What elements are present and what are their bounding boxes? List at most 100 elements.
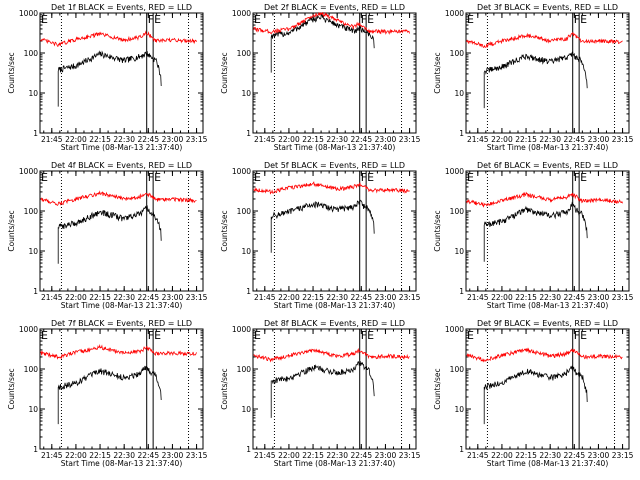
- x-tick-label: 23:00: [375, 451, 397, 460]
- series-events-line: [270, 14, 375, 73]
- x-axis-label: Start Time (08-Mar-13 21:37:40): [487, 301, 609, 310]
- x-tick-label: 21:45: [41, 135, 63, 144]
- panel-title: Det 9f BLACK = Events, RED = LLD: [477, 319, 618, 328]
- y-tick-label: 1000: [19, 167, 38, 176]
- y-axis-label: Counts/sec: [433, 52, 442, 93]
- x-tick-label: 23:15: [399, 135, 421, 144]
- x-tick-label: 22:00: [278, 293, 300, 302]
- marker-label-E: E: [367, 13, 374, 26]
- marker-label-E: E: [154, 13, 161, 26]
- x-tick-label: 22:15: [89, 451, 111, 460]
- plot-frame: [39, 12, 204, 134]
- y-tick-label: 10: [241, 89, 251, 98]
- y-tick-label: 1000: [232, 9, 251, 18]
- x-tick-label: 22:30: [113, 451, 135, 460]
- x-tick-label: 22:15: [302, 293, 324, 302]
- panel-5f: Det 5f BLACK = Events, RED = LLD 1 10 100 10…: [220, 161, 421, 310]
- series-events-line: [57, 50, 162, 107]
- marker-label-F: F: [361, 329, 367, 342]
- x-tick-label: 21:45: [41, 451, 63, 460]
- y-tick-label: 10: [454, 247, 464, 256]
- plot-frame: [252, 12, 417, 134]
- y-axis-label: Counts/sec: [7, 368, 16, 409]
- y-tick-label: 1000: [445, 167, 464, 176]
- x-tick-label: 22:30: [539, 293, 561, 302]
- marker-label-F: F: [574, 13, 580, 26]
- panel-4f: Det 4f BLACK = Events, RED = LLD 1 10 100 10…: [7, 161, 208, 310]
- series-events-line: [483, 50, 588, 109]
- y-tick-label: 100: [24, 207, 39, 216]
- marker-label-E: E: [154, 329, 161, 342]
- marker-label-F: F: [148, 329, 154, 342]
- y-tick-label: 1000: [19, 325, 38, 334]
- x-tick-label: 22:45: [563, 451, 585, 460]
- x-tick-label: 21:45: [41, 293, 63, 302]
- x-tick-label: 22:00: [65, 135, 87, 144]
- panel-title: Det 6f BLACK = Events, RED = LLD: [477, 161, 618, 170]
- x-tick-label: 22:30: [113, 293, 135, 302]
- marker-label-F: F: [361, 13, 367, 26]
- x-tick-label: 23:15: [612, 135, 634, 144]
- x-tick-label: 23:00: [588, 293, 610, 302]
- x-axis-label: Start Time (08-Mar-13 21:37:40): [61, 301, 183, 310]
- marker-label-F: F: [574, 171, 580, 184]
- x-tick-label: 21:45: [467, 293, 489, 302]
- x-tick-label: 22:45: [350, 451, 372, 460]
- marker-label-start: E: [254, 329, 261, 342]
- y-axis-label: Counts/sec: [433, 368, 442, 409]
- plot-frame: [252, 170, 417, 292]
- y-tick-label: 1000: [232, 167, 251, 176]
- series-lld-line: [253, 181, 410, 195]
- y-tick-label: 1: [246, 129, 251, 138]
- y-tick-label: 1: [459, 287, 464, 296]
- y-axis-label: Counts/sec: [220, 210, 229, 251]
- panel-title: Det 1f BLACK = Events, RED = LLD: [51, 3, 192, 12]
- y-axis-label: Counts/sec: [7, 210, 16, 251]
- series-lld-line: [253, 347, 410, 363]
- x-tick-label: 23:15: [399, 293, 421, 302]
- x-axis-label: Start Time (08-Mar-13 21:37:40): [274, 459, 396, 468]
- x-tick-label: 22:45: [350, 293, 372, 302]
- y-tick-label: 100: [24, 49, 39, 58]
- series-lld-line: [40, 30, 197, 47]
- panel-6f: Det 6f BLACK = Events, RED = LLD 1 10 100 10…: [433, 161, 634, 310]
- x-tick-label: 22:15: [302, 135, 324, 144]
- plot-frame: [465, 12, 630, 134]
- panel-1f: Det 1f BLACK = Events, RED = LLD 1 10 100 10…: [7, 3, 208, 152]
- series-lld-line: [40, 190, 197, 206]
- x-tick-label: 22:45: [563, 135, 585, 144]
- x-tick-label: 22:00: [491, 451, 513, 460]
- x-tick-label: 22:45: [350, 135, 372, 144]
- y-axis-label: Counts/sec: [433, 210, 442, 251]
- y-tick-label: 10: [28, 405, 38, 414]
- x-tick-label: 22:15: [515, 135, 537, 144]
- y-tick-label: 1: [459, 129, 464, 138]
- y-tick-label: 100: [237, 207, 252, 216]
- y-tick-label: 1000: [445, 9, 464, 18]
- panel-9f: Det 9f BLACK = Events, RED = LLD 1 10 100 10…: [433, 319, 634, 468]
- marker-label-E: E: [580, 13, 587, 26]
- x-tick-label: 21:45: [254, 451, 276, 460]
- x-tick-label: 22:00: [278, 135, 300, 144]
- x-tick-label: 23:00: [375, 135, 397, 144]
- y-tick-label: 100: [24, 365, 39, 374]
- y-tick-label: 1000: [232, 325, 251, 334]
- x-tick-label: 23:15: [612, 293, 634, 302]
- series-events-line: [57, 205, 162, 264]
- x-tick-label: 23:00: [588, 451, 610, 460]
- series-lld-line: [40, 343, 197, 360]
- x-tick-label: 22:00: [65, 293, 87, 302]
- marker-label-start: E: [41, 171, 48, 184]
- marker-label-E: E: [580, 329, 587, 342]
- series-events-line: [483, 365, 588, 425]
- x-tick-label: 21:45: [467, 451, 489, 460]
- x-tick-label: 23:00: [162, 135, 184, 144]
- x-tick-label: 22:30: [113, 135, 135, 144]
- panel-title: Det 2f BLACK = Events, RED = LLD: [264, 3, 405, 12]
- marker-label-start: E: [467, 329, 474, 342]
- panel-7f: Det 7f BLACK = Events, RED = LLD 1 10 100 10…: [7, 319, 208, 468]
- marker-label-E: E: [154, 171, 161, 184]
- y-tick-label: 1000: [445, 325, 464, 334]
- y-tick-label: 10: [454, 89, 464, 98]
